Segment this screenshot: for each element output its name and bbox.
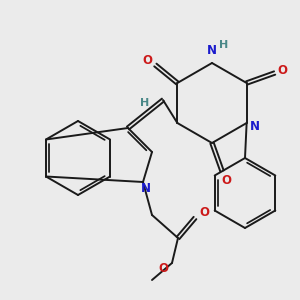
Text: O: O (142, 53, 152, 67)
Text: O: O (199, 206, 209, 220)
Text: N: N (141, 182, 151, 196)
Text: H: H (140, 98, 150, 108)
Text: H: H (219, 40, 229, 50)
Text: O: O (158, 262, 168, 275)
Text: N: N (250, 119, 260, 133)
Text: N: N (207, 44, 217, 56)
Text: O: O (278, 64, 288, 76)
Text: O: O (221, 173, 231, 187)
